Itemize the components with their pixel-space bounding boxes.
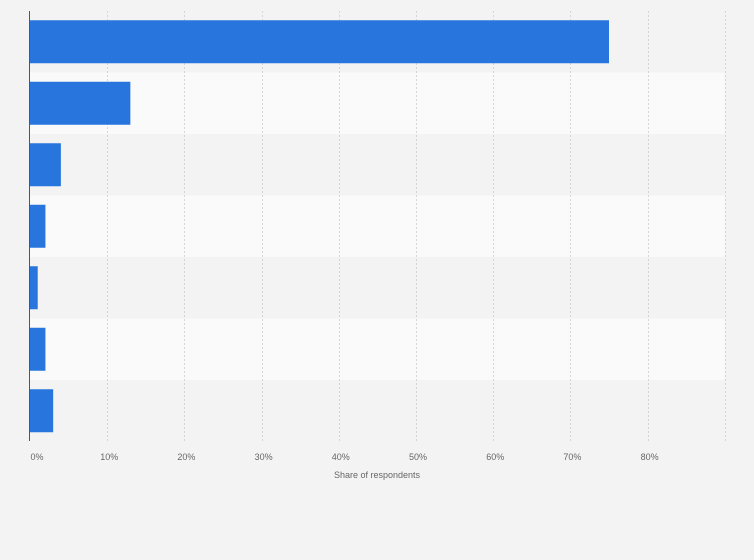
bar <box>30 327 46 371</box>
x-tick-label: 10% <box>100 452 118 462</box>
row-band <box>30 257 725 319</box>
bar <box>30 266 38 310</box>
x-tick-label: 70% <box>563 452 581 462</box>
x-tick-label: 60% <box>486 452 504 462</box>
x-tick-labels: 0% 10% 20% 30% 40% 50% 60% 70% 80% <box>30 452 658 462</box>
bar <box>30 81 131 125</box>
bar <box>30 204 46 248</box>
row-band <box>30 195 725 257</box>
x-tick-label: 80% <box>641 452 659 462</box>
bar <box>30 20 609 64</box>
row-bands <box>30 11 725 442</box>
row-band <box>30 380 725 442</box>
row-band <box>30 318 725 380</box>
bars <box>30 20 609 433</box>
x-tick-label: 0% <box>30 452 43 462</box>
x-tick-label: 20% <box>177 452 195 462</box>
x-tick-label: 40% <box>332 452 350 462</box>
row-band <box>30 134 725 196</box>
bar <box>30 389 54 433</box>
x-tick-label: 50% <box>409 452 427 462</box>
bar <box>30 143 61 187</box>
x-axis-title: Share of respondents <box>334 470 421 480</box>
x-tick-label: 30% <box>255 452 273 462</box>
row-band <box>30 72 725 134</box>
